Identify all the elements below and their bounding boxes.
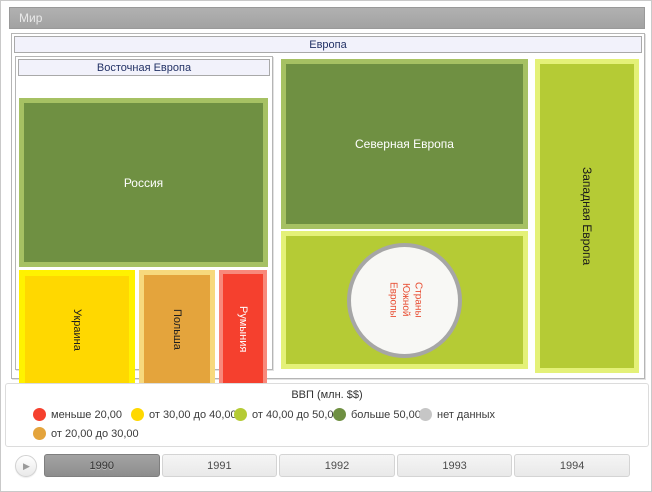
southern-europe-circle[interactable]: Страны Южной Европы (347, 242, 462, 358)
treemap-node-ukraine-label: Украина (71, 308, 83, 351)
treemap-node-poland-label: Польша (171, 309, 183, 350)
legend-item-label: от 40,00 до 50,00 (252, 408, 340, 421)
timeline: 1990 1991 1992 1993 1994 (44, 454, 630, 477)
eastern-europe-group-label: Восточная Европа (96, 61, 192, 74)
timeline-play-button[interactable]: ▶ (15, 455, 37, 477)
treemap-node-poland[interactable]: Польша (139, 270, 215, 389)
legend-title: ВВП (млн. $$) (291, 389, 363, 401)
legend-dot-red-icon (33, 408, 46, 421)
treemap-node-northern-europe[interactable]: Северная Европа (281, 59, 528, 229)
treemap-node-russia-label: Россия (123, 175, 164, 190)
legend-item-less-20: меньше 20,00 (33, 408, 122, 421)
legend-dot-orange-icon (33, 427, 46, 440)
legend-item-label: нет данных (437, 408, 496, 421)
legend-item-label: от 30,00 до 40,00 (149, 408, 237, 421)
europe-group-container: Европа Восточная Европа Россия Украина П… (11, 33, 645, 389)
europe-group-header[interactable]: Европа (14, 36, 642, 53)
treemap-node-russia[interactable]: Россия (19, 98, 268, 267)
treemap-node-southern-europe[interactable]: Страны Южной Европы (281, 231, 528, 369)
treemap-node-southern-europe-label: Страны Южной Европы (387, 282, 424, 318)
play-icon: ▶ (23, 460, 30, 471)
treemap-node-romania[interactable]: Румыния (219, 270, 267, 389)
legend-item-30-40: от 30,00 до 40,00 (131, 408, 237, 421)
legend-dot-light-green-icon (234, 408, 247, 421)
legend-item-more-50: больше 50,00 (333, 408, 421, 421)
legend-dot-yellow-icon (131, 408, 144, 421)
treemap-node-western-europe-label: Западная Европа (580, 166, 594, 266)
legend-dot-dark-green-icon (333, 408, 346, 421)
legend-item-20-30: от 20,00 до 30,00 (33, 427, 139, 440)
timeline-year-1991[interactable]: 1991 (161, 454, 278, 477)
timeline-year-1994[interactable]: 1994 (514, 454, 630, 477)
legend-item-no-data: нет данных (419, 408, 495, 421)
treemap-node-western-europe[interactable]: Западная Европа (535, 59, 639, 373)
legend-dot-gray-icon (419, 408, 432, 421)
legend-item-label: больше 50,00 (351, 408, 421, 421)
breadcrumb-world-label: Мир (19, 11, 43, 25)
breadcrumb-world-bar[interactable]: Мир (9, 7, 645, 29)
eastern-europe-group-container: Восточная Европа Россия Украина Польша Р… (15, 56, 273, 389)
timeline-year-1990[interactable]: 1990 (44, 454, 160, 477)
timeline-year-1993[interactable]: 1993 (396, 454, 513, 477)
legend-item-40-50: от 40,00 до 50,00 (234, 408, 340, 421)
eastern-europe-group-header[interactable]: Восточная Европа (18, 59, 270, 76)
legend-item-label: меньше 20,00 (51, 408, 123, 421)
europe-group-label: Европа (309, 38, 347, 51)
treemap-node-northern-europe-label: Северная Европа (355, 137, 454, 151)
treemap-node-romania-label: Румыния (237, 306, 249, 353)
legend: ВВП (млн. $$) меньше 20,00 от 20,00 до 3… (5, 383, 649, 447)
treemap-node-ukraine[interactable]: Украина (19, 270, 135, 389)
legend-item-label: от 20,00 до 30,00 (51, 427, 139, 440)
timeline-year-1992[interactable]: 1992 (279, 454, 395, 477)
